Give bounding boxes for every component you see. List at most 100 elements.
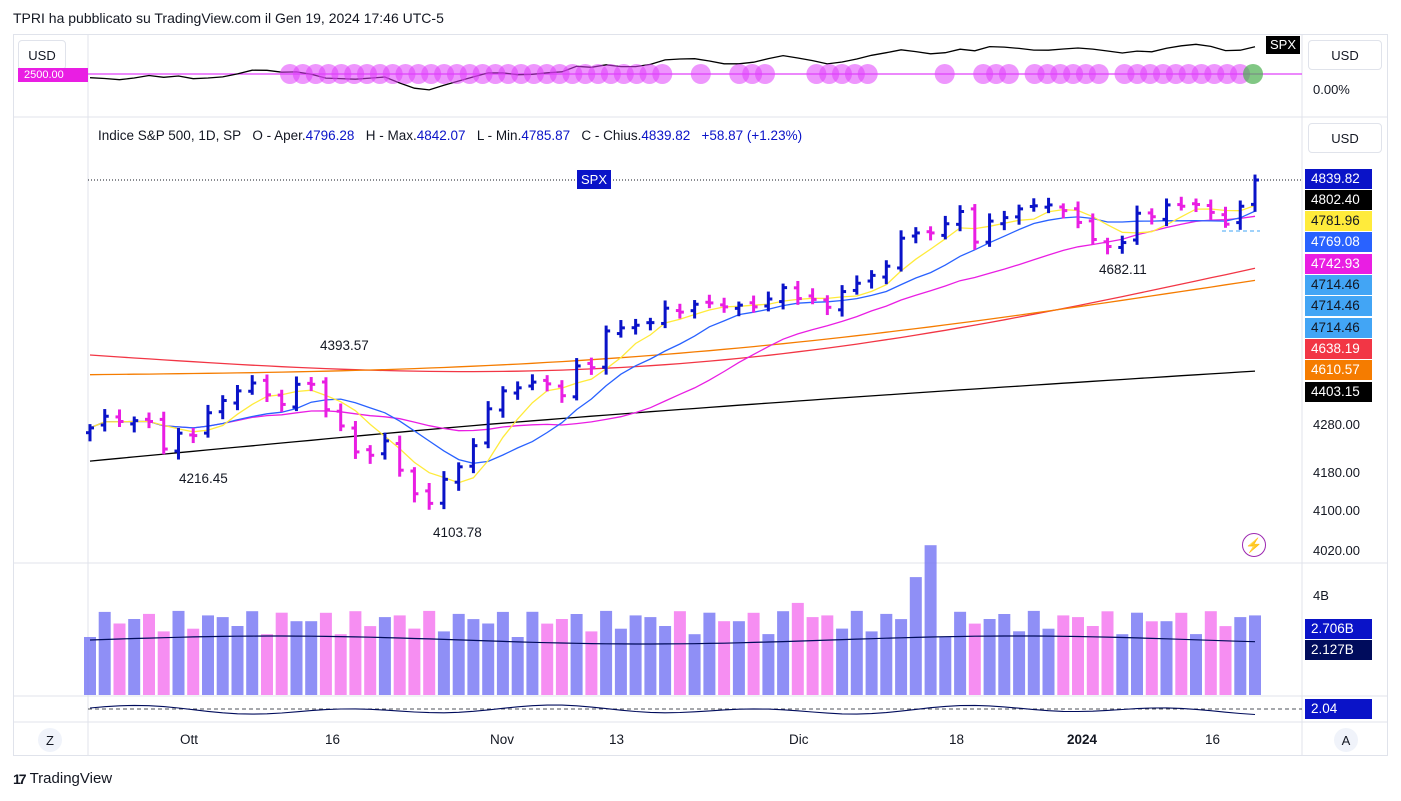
- volume-bar: [880, 613, 893, 695]
- volume-bar: [924, 545, 937, 695]
- ohlc-bar: [557, 380, 566, 403]
- x-tick-0: Ott: [180, 732, 199, 747]
- legend-close-label: C - Chius.: [581, 128, 642, 143]
- volume-bar: [319, 612, 332, 695]
- volume-bar: [290, 621, 303, 695]
- ohlc-bar: [1088, 213, 1097, 245]
- ohlc-bar: [1147, 208, 1156, 225]
- price-label: 4769.08: [1305, 232, 1372, 252]
- volume-bar: [1131, 612, 1143, 695]
- volume-bar: [275, 612, 288, 695]
- ohlc-bar: [86, 424, 94, 442]
- volume-bar: [393, 615, 406, 695]
- ma-10-line: [89, 210, 1256, 464]
- volume-bar: [1234, 617, 1247, 695]
- x-tick-7: 16: [1205, 732, 1221, 747]
- volume-bar: [157, 631, 170, 695]
- signal-dot: [690, 64, 711, 84]
- volume-bar: [614, 628, 627, 695]
- footer-brand: TradingView: [29, 770, 113, 787]
- ohlc-bar: [1059, 203, 1068, 219]
- x-tick-1: 16: [325, 732, 341, 747]
- ohlc-bar: [1192, 198, 1201, 213]
- ohlc-bar: [1118, 235, 1127, 254]
- volume-bar: [98, 611, 111, 695]
- price-label: 4714.46: [1305, 275, 1372, 295]
- lightning-icon[interactable]: ⚡: [1242, 533, 1266, 557]
- ohlc-bar: [425, 482, 434, 510]
- signal-dot: [934, 64, 955, 84]
- volume-bar: [718, 621, 731, 695]
- ohlc-bar: [793, 280, 802, 305]
- volume-bar: [378, 617, 391, 695]
- volume-bar: [998, 614, 1011, 695]
- ohlc-bar: [336, 403, 345, 432]
- chart-frame: [13, 34, 1388, 756]
- ohlc-bar: [1177, 196, 1186, 211]
- price-label: 4714.46: [1305, 318, 1372, 338]
- volume-bar: [261, 634, 273, 695]
- volume-bar: [629, 615, 642, 695]
- ohlc-bar: [248, 375, 257, 395]
- ohlc-bar: [439, 471, 448, 510]
- ohlc-bar: [513, 381, 522, 400]
- volume-bar: [202, 615, 214, 695]
- volume-bar: [113, 623, 126, 695]
- ohlc-bar: [985, 213, 994, 247]
- volume-axis-tick: 4B: [1313, 588, 1329, 603]
- volume-bar: [688, 634, 701, 695]
- signal-dot: [857, 64, 878, 84]
- signal-dot-current: [1243, 64, 1263, 84]
- ohlc-bar: [823, 295, 832, 316]
- currency-button-top-right[interactable]: USD: [1308, 40, 1382, 70]
- volume-bar: [555, 619, 568, 695]
- ohlc-bar: [1206, 199, 1215, 220]
- signal-dot: [755, 64, 775, 84]
- ohlc-bar: [1000, 210, 1009, 231]
- x-tick-4: Dic: [789, 732, 809, 747]
- osc-label: 2.04: [1305, 699, 1372, 719]
- volume-bar: [1219, 626, 1232, 695]
- volume-bar: [482, 623, 495, 695]
- axis-tick-2: 4180.00: [1313, 465, 1360, 480]
- ohlc-bar: [174, 427, 183, 460]
- volume-bar: [1116, 634, 1129, 695]
- ohlc-bar: [838, 285, 847, 317]
- volume-bar: [570, 614, 583, 695]
- ohlc-bar: [100, 409, 109, 432]
- volume-bar: [526, 611, 539, 695]
- ohlc-bar: [734, 301, 743, 317]
- tradingview-logo[interactable]: 17 TradingView: [13, 770, 112, 787]
- volume-bar: [673, 611, 686, 695]
- volume-label-1: 2.706B: [1305, 619, 1372, 639]
- price-label: 4742.93: [1305, 254, 1372, 274]
- legend-change: +58.87 (+1.23%): [701, 128, 803, 143]
- axis-tick-1: 4280.00: [1313, 417, 1360, 432]
- ohlc-bar: [852, 275, 861, 295]
- volume-bar: [659, 626, 672, 695]
- annotation-low1: 4216.45: [179, 471, 228, 486]
- zoom-z-button[interactable]: Z: [38, 728, 62, 752]
- volume-bar: [1101, 611, 1114, 695]
- osc-line: [89, 704, 1256, 716]
- volume-bar: [968, 623, 981, 695]
- volume-label-2: 2.127B: [1305, 640, 1372, 660]
- auto-scale-button[interactable]: A: [1334, 728, 1358, 752]
- currency-button-main[interactable]: USD: [1308, 123, 1382, 153]
- volume-bar: [216, 617, 229, 695]
- volume-bar: [644, 617, 657, 695]
- currency-button-left[interactable]: USD: [18, 40, 66, 70]
- volume-bar: [334, 634, 347, 695]
- legend-low: 4785.87: [521, 128, 571, 143]
- ohlc-bar: [351, 421, 360, 459]
- ohlc-bar: [218, 395, 227, 420]
- ohlc-bar: [277, 389, 286, 412]
- ma-21-line: [89, 215, 1256, 432]
- signal-dot: [1088, 64, 1109, 84]
- x-tick-3: 13: [609, 732, 625, 747]
- legend-high: 4842.07: [416, 128, 466, 143]
- volume-bar: [983, 619, 996, 695]
- volume-bar: [364, 626, 377, 695]
- ohlc-bar: [587, 357, 596, 375]
